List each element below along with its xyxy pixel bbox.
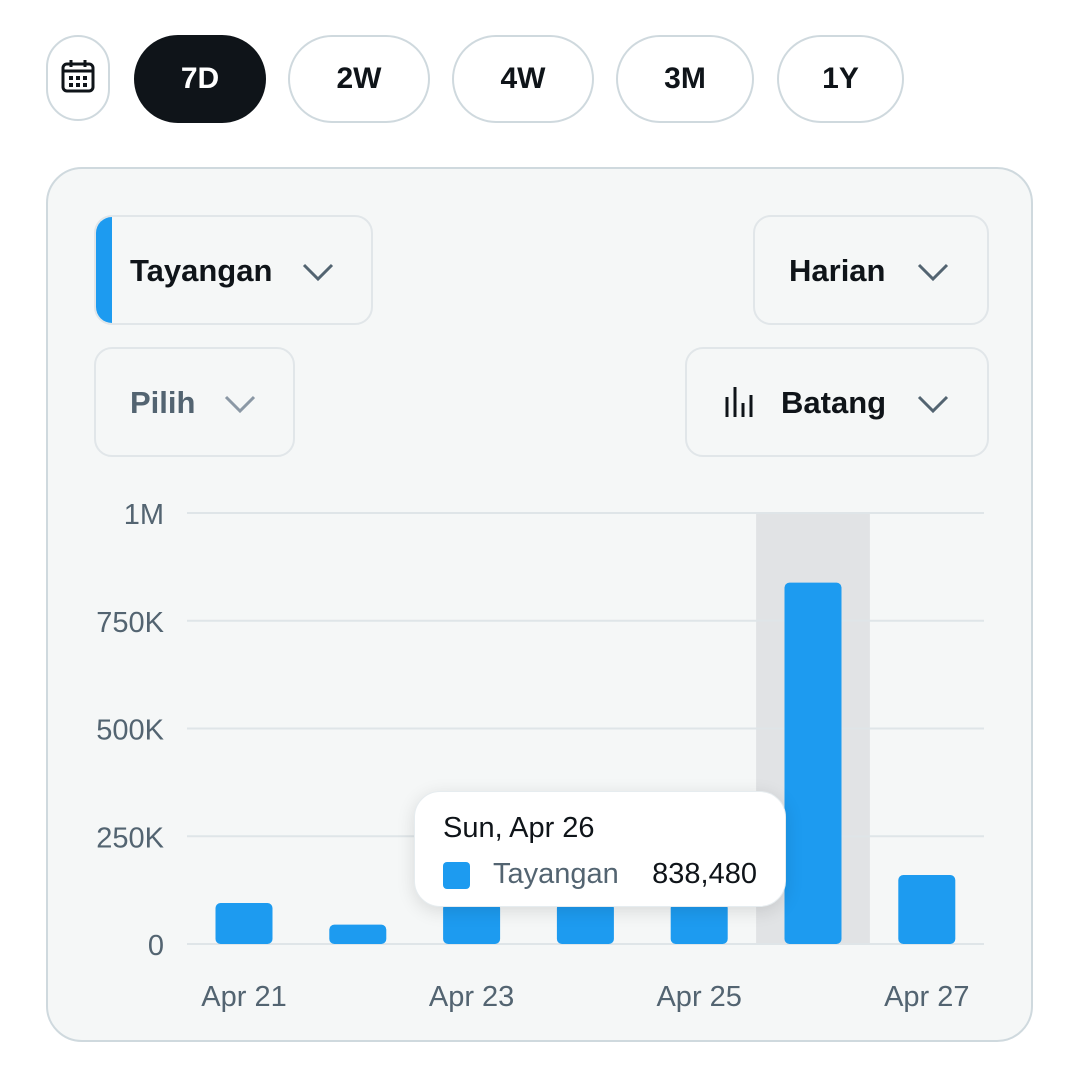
metric-dropdown[interactable]: Tayangan (94, 215, 373, 325)
calendar-button[interactable] (46, 35, 110, 121)
compare-dropdown[interactable]: Pilih (94, 347, 295, 457)
chart-card: Tayangan Harian Pilih Batang 0 250 (46, 167, 1033, 1042)
y-tick-label: 0 (148, 930, 164, 962)
bar[interactable] (898, 875, 956, 944)
bar[interactable] (784, 582, 842, 944)
interval-dropdown-label: Harian (789, 253, 886, 288)
y-tick-label: 500K (96, 715, 164, 747)
range-2w-button[interactable]: 2W (288, 35, 430, 123)
interval-dropdown[interactable]: Harian (753, 215, 989, 325)
tooltip-value: 838,480 (652, 858, 757, 890)
y-tick-label: 250K (96, 822, 164, 854)
tooltip-series-name: Tayangan (493, 858, 619, 890)
range-7d-button[interactable]: 7D (134, 35, 266, 123)
tooltip-series-swatch (443, 862, 470, 889)
bar[interactable] (670, 903, 728, 944)
x-tick-label: Apr 27 (884, 981, 969, 1013)
metric-color-indicator (96, 217, 112, 323)
bar[interactable] (443, 903, 501, 944)
x-tick-label: Apr 21 (201, 981, 286, 1013)
x-tick-label: Apr 25 (656, 981, 741, 1013)
bar-chart-icon (725, 387, 755, 425)
chevron-down-icon (917, 254, 949, 290)
chart-type-dropdown[interactable]: Batang (685, 347, 989, 457)
compare-dropdown-label: Pilih (130, 385, 196, 420)
chart-tooltip: Sun, Apr 26 Tayangan 838,480 (414, 791, 786, 907)
y-tick-label: 750K (96, 607, 164, 639)
range-1y-button[interactable]: 1Y (777, 35, 904, 123)
chart-type-dropdown-label: Batang (781, 385, 887, 420)
chevron-down-icon (917, 386, 949, 422)
bar-chart: 0 250K 500K 750K 1M Apr 21 Apr 23 Apr 25 Apr 27 (96, 499, 984, 1013)
x-tick-label: Apr 23 (429, 981, 514, 1013)
bar[interactable] (215, 903, 273, 944)
range-4w-button[interactable]: 4W (452, 35, 594, 123)
calendar-icon (61, 59, 95, 98)
tooltip-date: Sun, Apr 26 (443, 812, 595, 844)
metric-dropdown-label: Tayangan (130, 253, 273, 288)
chevron-down-icon (224, 386, 256, 422)
y-tick-label: 1M (124, 499, 164, 531)
bar[interactable] (329, 924, 387, 944)
range-3m-button[interactable]: 3M (616, 35, 754, 123)
chevron-down-icon (302, 254, 334, 290)
bar[interactable] (556, 903, 614, 944)
